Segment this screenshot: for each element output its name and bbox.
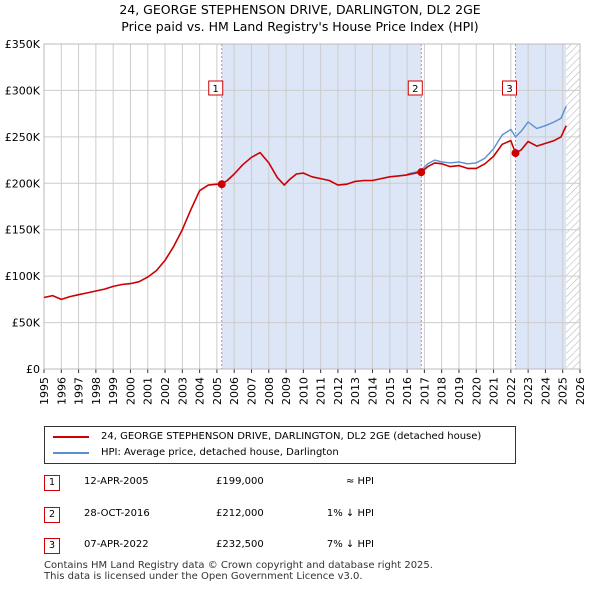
x-tick-label: 1996 (55, 377, 68, 405)
x-tick-label: 2016 (401, 377, 414, 405)
transaction-label-number: 3 (506, 84, 512, 95)
transaction-badge: 3 (44, 538, 60, 554)
y-tick-label: £100K (5, 270, 41, 283)
transaction-price: £232,500 (216, 539, 264, 550)
legend-label-hpi: HPI: Average price, detached house, Darl… (101, 447, 339, 458)
transaction-date: 28-OCT-2016 (84, 508, 150, 519)
ownership-band (515, 44, 567, 369)
plot-frame (43, 43, 581, 370)
property-price-line (43, 125, 567, 301)
x-tick-label: 2024 (539, 377, 552, 405)
transaction-label-box (502, 80, 518, 96)
transaction-label-box (208, 80, 224, 96)
transaction-label-number: 1 (213, 84, 219, 95)
x-tick-label: 2021 (488, 377, 501, 405)
footer-attribution: Contains HM Land Registry data © Crown c… (44, 560, 433, 582)
transaction-hpi-relation: 7% ↓ HPI (326, 539, 374, 550)
x-tick-label: 1995 (38, 377, 51, 405)
x-tick-label: 1998 (90, 377, 103, 405)
y-tick-label: £350K (5, 38, 41, 51)
transaction-price: £212,000 (216, 508, 264, 519)
chart-subtitle: Price paid vs. HM Land Registry's House … (121, 19, 479, 34)
x-tick-label: 2025 (557, 377, 570, 405)
x-tick-label: 2022 (505, 377, 518, 405)
y-tick-label: £250K (5, 131, 41, 144)
y-tick-label: £150K (5, 224, 41, 237)
transaction-label-number: 2 (412, 84, 418, 95)
legend-swatch-property (53, 436, 89, 438)
x-tick-label: 2011 (315, 377, 328, 405)
footer-line-licence: This data is licensed under the Open Gov… (44, 571, 363, 582)
legend-label-property: 24, GEORGE STEPHENSON DRIVE, DARLINGTON,… (101, 431, 482, 442)
transaction-hpi-relation: 1% ↓ HPI (326, 508, 374, 519)
chart-legend: 24, GEORGE STEPHENSON DRIVE, DARLINGTON,… (44, 426, 516, 464)
x-tick-label: 2013 (349, 377, 362, 405)
y-tick-label: £300K (5, 84, 41, 97)
x-tick-label: 1999 (107, 377, 120, 405)
x-tick-label: 2023 (522, 377, 535, 405)
transaction-price: £199,000 (216, 476, 264, 487)
y-tick-label: £0 (26, 363, 40, 376)
price-chart: £0 £50K £100K £150K £200K £250K £300K £350K 1995… (5, 38, 587, 405)
x-tick-label: 2009 (280, 377, 293, 405)
transaction-marker (417, 168, 426, 177)
x-tick-label: 2010 (297, 377, 310, 405)
x-tick-label: 1997 (73, 377, 86, 405)
x-tick-label: 2019 (453, 377, 466, 405)
ownership-band (221, 44, 422, 369)
x-tick-label: 2008 (263, 377, 276, 405)
transaction-hpi-relation: ≈ HPI (345, 476, 374, 487)
x-tick-label: 2005 (211, 377, 224, 405)
x-tick-label: 2004 (194, 377, 207, 405)
legend-swatch-hpi (53, 452, 89, 454)
x-tick-label: 2002 (159, 377, 172, 405)
x-tick-label: 2015 (384, 377, 397, 405)
hpi-line (406, 105, 567, 175)
x-tick-label: 2006 (228, 377, 241, 405)
footer-line-copyright: Contains HM Land Registry data © Crown c… (44, 560, 433, 571)
forecast-hatch (566, 44, 580, 369)
y-tick-label: £200K (5, 177, 41, 190)
y-tick-label: £50K (12, 317, 41, 330)
x-tick-label: 2020 (470, 377, 483, 405)
x-tick-label: 2014 (367, 377, 380, 405)
x-tick-label: 2026 (574, 377, 587, 405)
x-tick-label: 2012 (332, 377, 345, 405)
x-tick-label: 2018 (436, 377, 449, 405)
x-tick-label: 2007 (245, 377, 258, 405)
transaction-marker (511, 149, 520, 158)
transaction-badge: 2 (44, 507, 60, 523)
transaction-marker (217, 180, 226, 189)
x-tick-label: 2017 (418, 377, 431, 405)
chart-title: 24, GEORGE STEPHENSON DRIVE, DARLINGTON,… (119, 2, 481, 17)
transaction-date: 12-APR-2005 (84, 476, 149, 487)
x-tick-label: 2001 (142, 377, 155, 405)
x-tick-label: 2000 (124, 377, 137, 405)
transaction-label-box (407, 80, 423, 96)
x-tick-label: 2003 (176, 377, 189, 405)
transaction-badge: 1 (44, 475, 60, 491)
transaction-date: 07-APR-2022 (84, 539, 149, 550)
